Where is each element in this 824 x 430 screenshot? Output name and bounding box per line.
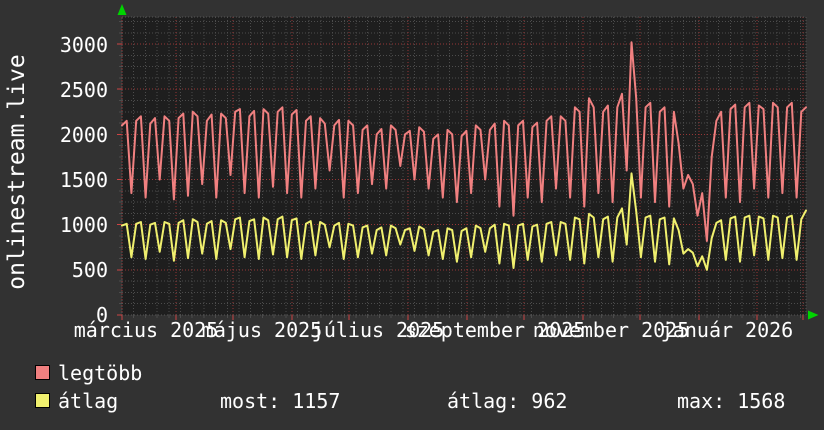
legend-swatch-legtobb xyxy=(35,365,50,380)
y-axis-tick-label: 2000 xyxy=(59,123,108,147)
y-axis-tick-label: 0 xyxy=(95,303,108,327)
y-axis-tick-label: 1000 xyxy=(59,213,108,237)
legend-label-legtobb: legtöbb xyxy=(58,361,143,385)
x-axis-tick-label: november 2025 xyxy=(532,318,690,342)
y-axis-tick-label: 500 xyxy=(71,258,108,282)
vertical-axis-title: onlinestream.live xyxy=(4,54,30,290)
y-axis-tick-label: 3000 xyxy=(59,33,108,57)
x-axis-tick-label: szeptember 2025 xyxy=(404,318,586,342)
x-axis-tick-label: május 2025 xyxy=(201,318,323,342)
legend-label-atlag: átlag xyxy=(58,389,119,413)
stat-atlag: átlag: 962 xyxy=(447,389,568,413)
y-axis-tick-label: 2500 xyxy=(59,78,108,102)
x-axis-tick-label: január 2026 xyxy=(660,318,794,342)
stat-max: max: 1568 xyxy=(677,389,786,413)
x-axis-tick-label: március 2025 xyxy=(73,318,219,342)
legend-swatch-atlag xyxy=(35,393,50,408)
stat-most: most: 1157 xyxy=(220,389,341,413)
x-axis-tick-label: július 2025 xyxy=(311,318,445,342)
y-axis-tick-label: 1500 xyxy=(59,168,108,192)
